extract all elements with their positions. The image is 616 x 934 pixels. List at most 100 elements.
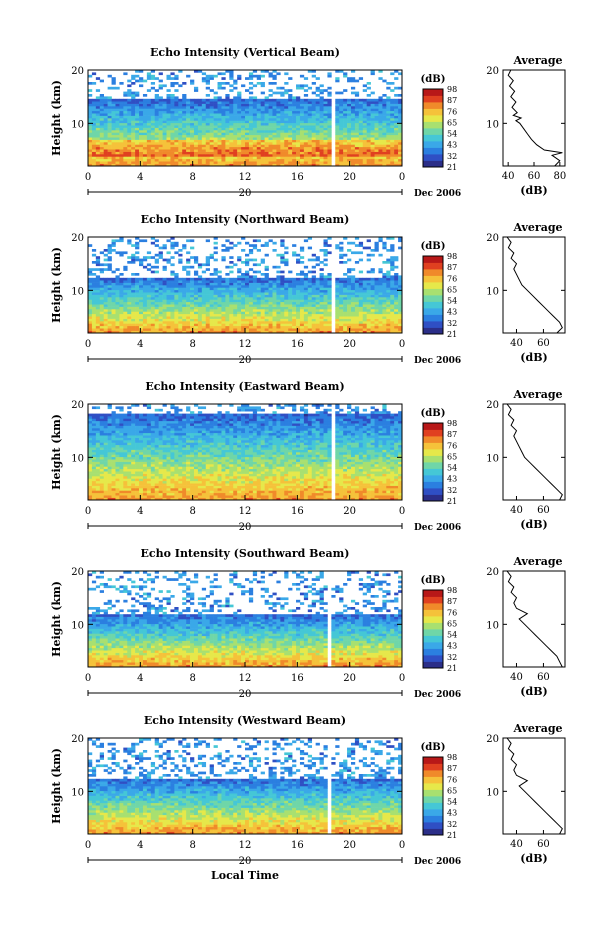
heatmap-cell (108, 251, 112, 254)
heatmap-cell (300, 104, 304, 107)
day-label: 20 (239, 188, 252, 199)
heatmap-cell (100, 156, 104, 159)
heatmap-cell (257, 302, 261, 305)
heatmap-cell (170, 316, 174, 319)
heatmap-cell (382, 311, 386, 314)
heatmap-cell (131, 120, 135, 123)
heatmap-cell (257, 106, 261, 109)
heatmap-cell (284, 156, 288, 159)
heatmap-cell (198, 278, 202, 281)
heatmap-cell (304, 147, 308, 150)
heatmap-cell (225, 156, 229, 159)
heatmap-cell (229, 142, 233, 145)
heatmap-cell (363, 84, 367, 87)
heatmap-cell (245, 118, 249, 121)
heatmap-cell (261, 295, 265, 298)
heatmap-cell (320, 280, 324, 283)
heatmap-cell (218, 319, 222, 322)
heatmap-cell (280, 123, 284, 126)
heatmap-cell (304, 89, 308, 92)
heatmap-cell (272, 101, 276, 104)
heatmap-cell (280, 280, 284, 283)
heatmap-cell (127, 261, 131, 264)
heatmap-cell (253, 140, 257, 143)
heatmap-cell (292, 154, 296, 157)
heatmap-cell (139, 299, 143, 302)
heatmap-cell (210, 285, 214, 288)
heatmap-cell (198, 299, 202, 302)
heatmap-cell (178, 292, 182, 295)
heatmap-cell (178, 116, 182, 119)
heatmap-cell (245, 302, 249, 305)
heatmap-cell (123, 92, 127, 95)
heatmap-cell (237, 118, 241, 121)
heatmap-cell (159, 161, 163, 164)
heatmap-cell (214, 154, 218, 157)
heatmap-cell (202, 144, 206, 147)
heatmap-cell (339, 152, 343, 155)
heatmap-cell (351, 299, 355, 302)
heatmap-cell (163, 297, 167, 300)
heatmap-cell (123, 493, 127, 496)
heatmap-cell (135, 290, 139, 293)
heatmap-cell (221, 161, 225, 164)
heatmap-cell (119, 297, 123, 300)
heatmap-cell (280, 259, 284, 262)
heatmap-cell (308, 297, 312, 300)
heatmap-cell (265, 96, 269, 99)
heatmap-cell (210, 149, 214, 152)
heatmap-cell (139, 77, 143, 80)
heatmap-cell (131, 287, 135, 290)
heatmap-cell (249, 156, 253, 159)
heatmap-cell (139, 125, 143, 128)
heatmap-cell (375, 140, 379, 143)
heatmap-cell (190, 299, 194, 302)
heatmap-cell (359, 328, 363, 331)
heatmap-cell (327, 326, 331, 329)
heatmap-cell (135, 287, 139, 290)
heatmap-cell (135, 285, 139, 288)
heatmap-cell (284, 251, 288, 254)
heatmap-cell (363, 314, 367, 317)
heatmap-cell (218, 72, 222, 75)
heatmap-cell (139, 311, 143, 314)
heatmap-cell (233, 285, 237, 288)
heatmap-cell (100, 147, 104, 150)
heatmap-cell (367, 140, 371, 143)
heatmap-cell (135, 273, 139, 276)
heatmap-cell (237, 299, 241, 302)
heatmap-cell (88, 283, 92, 286)
heatmap-cell (214, 316, 218, 319)
heatmap-cell (194, 159, 198, 162)
heatmap-cell (135, 111, 139, 114)
heatmap-cell (375, 106, 379, 109)
heatmap-cell (378, 154, 382, 157)
heatmap-cell (343, 319, 347, 322)
heatmap-cell (151, 152, 155, 155)
heatmap-cell (159, 125, 163, 128)
heatmap-cell (320, 108, 324, 111)
heatmap-cell (316, 130, 320, 133)
heatmap-cell (198, 137, 202, 140)
heatmap-cell (375, 116, 379, 119)
heatmap-cell (182, 123, 186, 126)
heatmap-cell (359, 140, 363, 143)
heatmap-cell (304, 326, 308, 329)
heatmap-cell (135, 135, 139, 138)
heatmap-cell (237, 295, 241, 298)
colorbar-tick-label: 32 (447, 319, 457, 328)
heatmap-cell (390, 89, 394, 92)
heatmap-cell (155, 161, 159, 164)
heatmap-cell (269, 99, 273, 102)
heatmap-cell (249, 154, 253, 157)
heatmap-cell (284, 314, 288, 317)
heatmap-cell (194, 295, 198, 298)
heatmap-cell (214, 159, 218, 162)
heatmap-cell (276, 108, 280, 111)
heatmap-cell (206, 321, 210, 324)
heatmap-cell (394, 120, 398, 123)
heatmap-cell (112, 249, 116, 252)
heatmap-cell (245, 297, 249, 300)
heatmap-cell (96, 328, 100, 331)
heatmap-cell (221, 154, 225, 157)
